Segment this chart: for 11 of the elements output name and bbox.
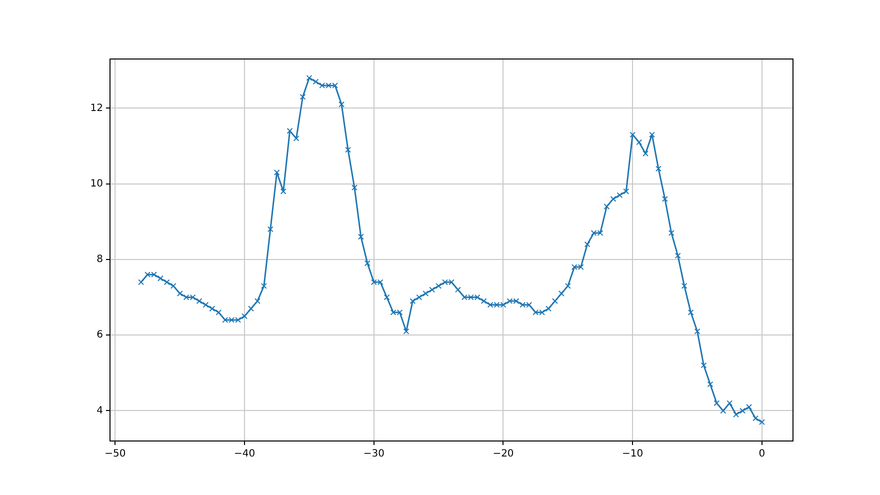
x-tick-label: 0 (758, 448, 766, 460)
y-tick-label: 10 (90, 178, 103, 190)
x-tick-label: −40 (234, 448, 256, 460)
x-tick-label: −50 (104, 448, 126, 460)
y-tick-label: 6 (96, 330, 103, 341)
y-tick-label: 4 (96, 405, 103, 416)
y-tick-label: 12 (90, 102, 103, 114)
x-tick-label: −10 (622, 448, 644, 460)
x-tick-label: −30 (363, 448, 384, 460)
x-tick-label: −20 (492, 448, 514, 460)
y-tick-label: 8 (96, 254, 103, 266)
